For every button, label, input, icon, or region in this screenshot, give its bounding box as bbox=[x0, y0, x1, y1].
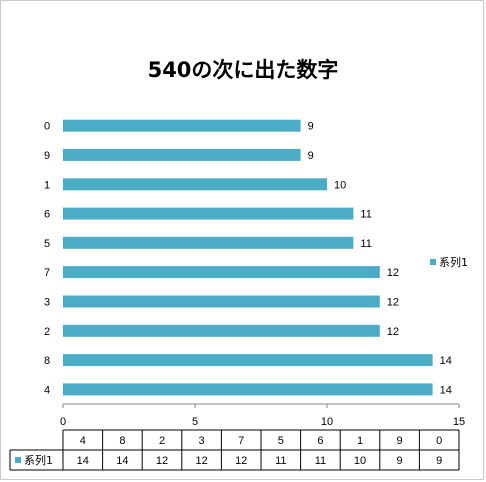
category-label-5: 5 bbox=[44, 238, 50, 250]
category-label-9: 9 bbox=[44, 150, 50, 162]
table-header-8: 8 bbox=[119, 435, 125, 447]
bar-7 bbox=[63, 266, 380, 279]
x-tick-label-5: 5 bbox=[192, 416, 198, 428]
table-header-5: 5 bbox=[278, 435, 284, 447]
table-value-0: 9 bbox=[436, 455, 442, 467]
table-value-6: 11 bbox=[315, 455, 326, 467]
bar-3 bbox=[63, 295, 380, 308]
table-value-7: 12 bbox=[235, 455, 247, 467]
table-header-9: 9 bbox=[397, 435, 403, 447]
bar-9 bbox=[63, 148, 301, 161]
data-label-4: 14 bbox=[440, 384, 452, 396]
category-label-6: 6 bbox=[44, 209, 50, 221]
table-value-9: 9 bbox=[397, 455, 403, 467]
category-label-3: 3 bbox=[44, 297, 50, 309]
data-label-5: 11 bbox=[360, 238, 371, 250]
table-value-3: 12 bbox=[195, 455, 207, 467]
table-value-4: 14 bbox=[77, 455, 89, 467]
table-value-8: 14 bbox=[116, 455, 128, 467]
data-label-7: 12 bbox=[387, 267, 399, 279]
table-value-2: 12 bbox=[156, 455, 168, 467]
table-value-5: 11 bbox=[275, 455, 286, 467]
table-legend-swatch bbox=[15, 457, 21, 463]
table-header-6: 6 bbox=[317, 435, 323, 447]
x-tick-label-0: 0 bbox=[60, 416, 66, 428]
category-label-1: 1 bbox=[44, 179, 50, 191]
table-header-0: 0 bbox=[436, 435, 442, 447]
table-header-2: 2 bbox=[159, 435, 165, 447]
bar-4 bbox=[63, 383, 433, 396]
data-label-1: 10 bbox=[334, 179, 346, 191]
bar-6 bbox=[63, 207, 354, 220]
table-header-3: 3 bbox=[199, 435, 205, 447]
data-label-6: 11 bbox=[360, 209, 371, 221]
data-label-8: 14 bbox=[440, 355, 452, 367]
bar-5 bbox=[63, 236, 354, 249]
table-value-1: 10 bbox=[354, 455, 366, 467]
category-label-4: 4 bbox=[44, 384, 50, 396]
bar-1 bbox=[63, 178, 327, 191]
chart-title: 540の次に出た数字 bbox=[148, 58, 339, 82]
legend-label: 系列1 bbox=[439, 255, 468, 269]
data-label-2: 12 bbox=[387, 326, 399, 338]
category-label-2: 2 bbox=[44, 326, 50, 338]
x-tick-label-10: 10 bbox=[321, 416, 333, 428]
legend-swatch bbox=[430, 259, 436, 265]
table-series-name: 系列1 bbox=[24, 453, 53, 467]
category-label-7: 7 bbox=[44, 267, 50, 279]
category-label-8: 8 bbox=[44, 355, 50, 367]
data-label-3: 12 bbox=[387, 297, 399, 309]
x-tick-label-15: 15 bbox=[453, 416, 465, 428]
data-label-0: 9 bbox=[308, 121, 314, 133]
bar-8 bbox=[63, 354, 433, 367]
category-label-0: 0 bbox=[44, 121, 50, 133]
table-header-4: 4 bbox=[80, 435, 86, 447]
table-header-1: 1 bbox=[357, 435, 363, 447]
bar-2 bbox=[63, 324, 380, 337]
data-label-9: 9 bbox=[308, 150, 314, 162]
bar-0 bbox=[63, 119, 301, 132]
legend: 系列1 bbox=[430, 255, 468, 269]
table-header-7: 7 bbox=[238, 435, 244, 447]
